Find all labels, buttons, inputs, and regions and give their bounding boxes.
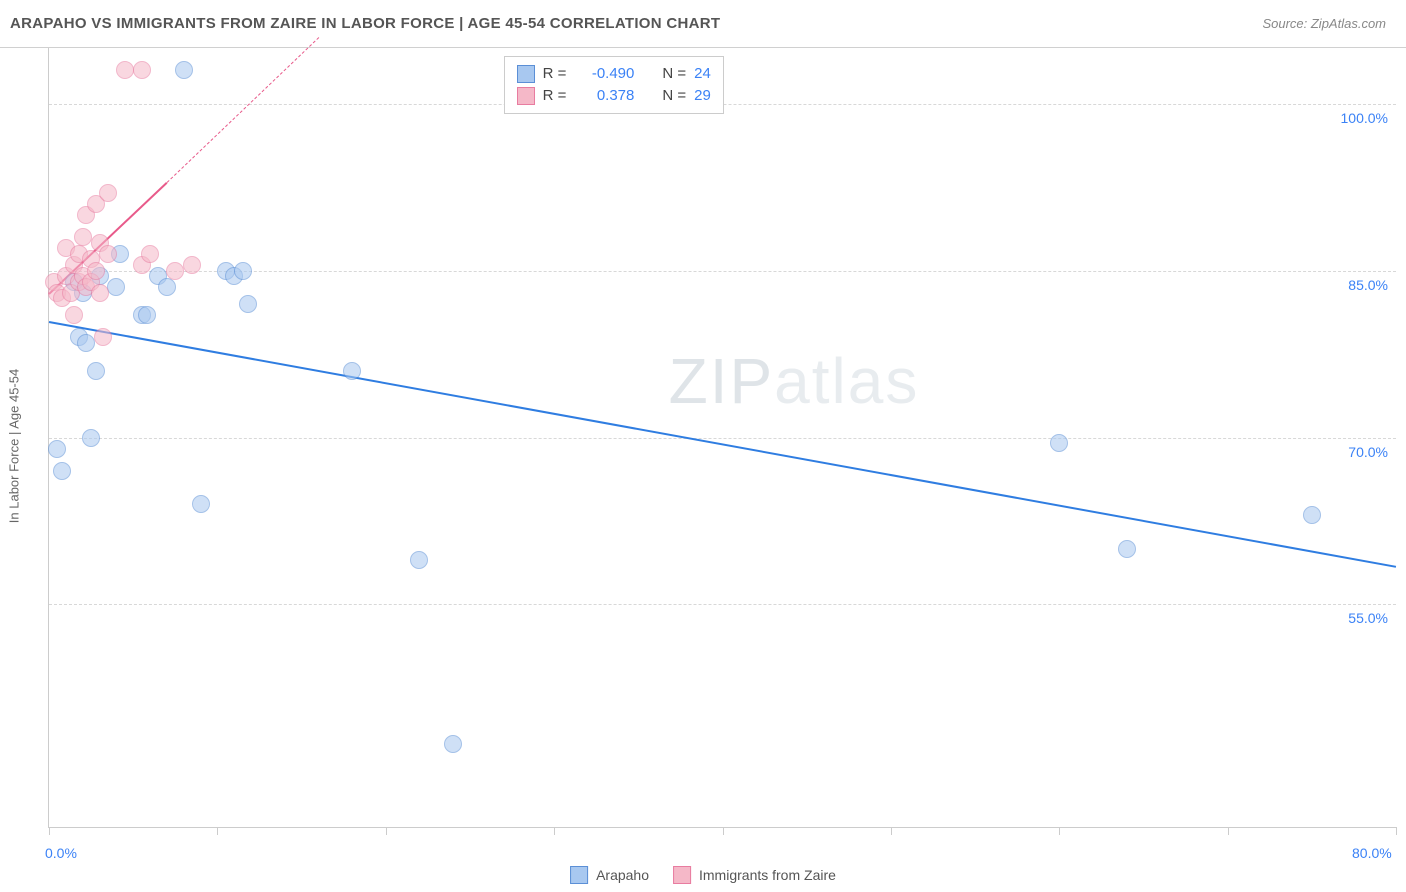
x-tick: [386, 827, 387, 835]
stats-legend: R = -0.490 N = 24 R = 0.378 N = 29: [504, 56, 724, 114]
data-point: [87, 362, 105, 380]
scatter-plot-area: ZIPatlas 55.0%70.0%85.0%100.0%0.0%80.0%R…: [48, 48, 1396, 828]
y-axis-label: In Labor Force | Age 45-54: [7, 369, 22, 523]
x-tick: [723, 827, 724, 835]
gridline-h: [49, 604, 1396, 605]
x-tick-label: 0.0%: [45, 845, 77, 861]
data-point: [444, 735, 462, 753]
x-tick: [554, 827, 555, 835]
data-point: [183, 256, 201, 274]
legend-item: Immigrants from Zaire: [673, 866, 836, 884]
data-point: [65, 306, 83, 324]
data-point: [1050, 434, 1068, 452]
source-attribution: Source: ZipAtlas.com: [1262, 16, 1386, 31]
data-point: [99, 184, 117, 202]
watermark: ZIPatlas: [669, 344, 920, 418]
data-point: [48, 440, 66, 458]
legend-swatch: [517, 87, 535, 105]
data-point: [1303, 506, 1321, 524]
data-point: [343, 362, 361, 380]
data-point: [74, 228, 92, 246]
x-tick: [891, 827, 892, 835]
data-point: [82, 429, 100, 447]
data-point: [53, 462, 71, 480]
n-value: 24: [694, 63, 711, 85]
stats-legend-row: R = 0.378 N = 29: [517, 85, 711, 107]
legend-bottom: Arapaho Immigrants from Zaire: [570, 866, 836, 884]
n-label: N =: [662, 85, 686, 107]
n-value: 29: [694, 85, 711, 107]
x-tick: [217, 827, 218, 835]
data-point: [138, 306, 156, 324]
data-point: [91, 284, 109, 302]
legend-label: Arapaho: [596, 867, 649, 883]
chart-title: ARAPAHO VS IMMIGRANTS FROM ZAIRE IN LABO…: [10, 15, 720, 32]
legend-swatch: [570, 866, 588, 884]
data-point: [192, 495, 210, 513]
y-tick-label: 70.0%: [1348, 444, 1388, 460]
data-point: [166, 262, 184, 280]
data-point: [234, 262, 252, 280]
legend-swatch: [517, 65, 535, 83]
x-tick: [1059, 827, 1060, 835]
trend-line: [167, 37, 319, 182]
data-point: [116, 61, 134, 79]
data-point: [77, 334, 95, 352]
data-point: [410, 551, 428, 569]
trend-line: [49, 321, 1396, 568]
data-point: [99, 245, 117, 263]
r-label: R =: [543, 85, 567, 107]
data-point: [87, 262, 105, 280]
data-point: [175, 61, 193, 79]
data-point: [141, 245, 159, 263]
legend-label: Immigrants from Zaire: [699, 867, 836, 883]
title-bar: ARAPAHO VS IMMIGRANTS FROM ZAIRE IN LABO…: [0, 0, 1406, 48]
r-value: 0.378: [574, 85, 634, 107]
x-tick-label: 80.0%: [1352, 845, 1392, 861]
x-tick: [1396, 827, 1397, 835]
gridline-h: [49, 438, 1396, 439]
y-tick-label: 85.0%: [1348, 277, 1388, 293]
y-tick-label: 55.0%: [1348, 610, 1388, 626]
x-tick: [1228, 827, 1229, 835]
data-point: [107, 278, 125, 296]
y-tick-label: 100.0%: [1341, 110, 1388, 126]
data-point: [133, 61, 151, 79]
r-value: -0.490: [574, 63, 634, 85]
r-label: R =: [543, 63, 567, 85]
data-point: [94, 328, 112, 346]
data-point: [158, 278, 176, 296]
n-label: N =: [662, 63, 686, 85]
data-point: [239, 295, 257, 313]
legend-item: Arapaho: [570, 866, 649, 884]
stats-legend-row: R = -0.490 N = 24: [517, 63, 711, 85]
data-point: [1118, 540, 1136, 558]
legend-swatch: [673, 866, 691, 884]
x-tick: [49, 827, 50, 835]
